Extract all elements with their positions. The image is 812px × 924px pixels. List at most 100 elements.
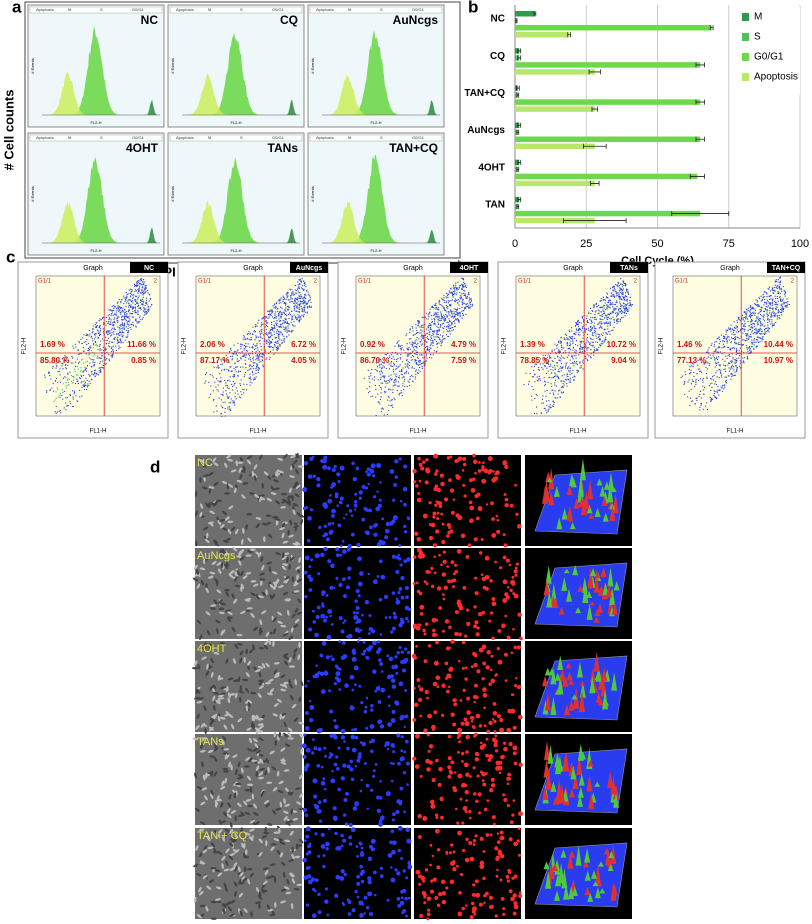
flow-dot <box>469 297 471 299</box>
flow-dot <box>760 328 762 330</box>
flow-dot <box>72 362 74 364</box>
flow-dot <box>772 299 774 301</box>
cell <box>394 475 399 479</box>
flow-dot <box>680 376 682 378</box>
flow-dot <box>102 331 104 333</box>
flow-dot <box>771 326 773 328</box>
flow-dot <box>306 302 308 304</box>
flow-dot <box>298 315 300 317</box>
cell <box>292 504 295 511</box>
flow-dot <box>594 330 596 332</box>
flow-dot <box>137 297 140 299</box>
flow-dot <box>749 351 751 353</box>
flow-dot <box>753 308 755 310</box>
flow-dot <box>605 316 607 318</box>
flow-dot <box>572 342 574 345</box>
flow-dot <box>450 304 452 306</box>
flow-dot <box>766 309 768 311</box>
flow-dot <box>390 389 392 391</box>
flow-dot <box>753 348 755 350</box>
flow-dot <box>590 328 592 330</box>
flow-dot <box>225 382 227 384</box>
cell <box>227 483 234 488</box>
flow-dot <box>411 345 413 347</box>
flow-dot <box>292 301 294 303</box>
flow-dot <box>396 353 398 355</box>
flow-dot <box>786 305 788 307</box>
flow-dot <box>763 301 765 303</box>
flow-dot <box>558 378 560 380</box>
flow-dot <box>272 305 274 307</box>
flow-dot <box>283 313 285 315</box>
flow-dot <box>404 373 406 375</box>
flow-dot <box>570 381 572 383</box>
flow-dot <box>286 321 288 323</box>
flow-dot <box>256 336 258 338</box>
flow-dot <box>69 400 71 402</box>
flow-dot <box>592 351 594 353</box>
flow-dot <box>124 319 126 321</box>
flow-dot <box>766 306 768 308</box>
flow-dot <box>691 379 693 381</box>
flow-dot <box>422 326 424 329</box>
flow-dot <box>271 334 273 336</box>
flow-dot <box>462 284 464 286</box>
flow-dot <box>245 354 247 356</box>
flow-dot <box>763 310 765 312</box>
flow-dot <box>703 356 705 359</box>
flow-dot <box>416 344 418 346</box>
flow-dot <box>390 362 392 364</box>
flow-dot <box>455 311 458 313</box>
panel-label: a <box>12 0 22 16</box>
flow-dot <box>107 322 109 324</box>
flow-dot <box>730 347 732 349</box>
flow-dot <box>761 324 763 326</box>
flow-dot <box>145 290 147 293</box>
flow-dot <box>722 337 725 339</box>
flow-dot <box>766 327 768 329</box>
flow-dot <box>86 333 88 335</box>
flow-dot <box>462 302 464 304</box>
flow-dot <box>544 359 546 361</box>
flow-dot <box>426 347 429 349</box>
flow-dot <box>560 341 562 343</box>
flow-dot <box>604 299 606 301</box>
flow-dot <box>97 355 99 357</box>
flow-dot <box>275 324 277 326</box>
flow-dot <box>627 308 629 310</box>
flow-dot <box>110 355 112 357</box>
flow-dot <box>409 378 411 381</box>
flow-dot <box>299 300 302 302</box>
flow-dot <box>275 311 277 313</box>
flow-dot <box>696 397 698 399</box>
flow-dot <box>620 317 623 319</box>
flow-dot <box>628 304 630 307</box>
bar <box>515 99 701 105</box>
flow-dot <box>228 402 230 404</box>
flow-dot <box>736 367 738 369</box>
flow-dot <box>298 285 300 287</box>
flow-dot <box>298 308 300 310</box>
flow-dot <box>108 309 110 311</box>
flow-dot <box>60 361 62 363</box>
flow-dot <box>256 363 258 365</box>
flow-dot <box>132 294 134 296</box>
flow-dot <box>83 350 85 352</box>
flow-dot <box>247 353 250 355</box>
flow-dot <box>724 337 726 339</box>
flow-dot <box>556 362 559 364</box>
flow-dot <box>220 393 222 395</box>
flow-dot <box>463 307 465 309</box>
flow-dot <box>393 397 395 399</box>
flow-dot <box>624 295 627 297</box>
flow-dot <box>406 359 408 361</box>
flow-dot <box>690 369 692 371</box>
flow-dot <box>563 374 565 376</box>
flow-dot <box>297 281 299 283</box>
flow-dot <box>61 394 63 397</box>
flow-dot <box>424 324 426 326</box>
flow-dot <box>411 374 413 376</box>
flow-dot <box>94 341 96 343</box>
flow-dot <box>562 352 565 354</box>
flow-dot <box>602 309 604 311</box>
